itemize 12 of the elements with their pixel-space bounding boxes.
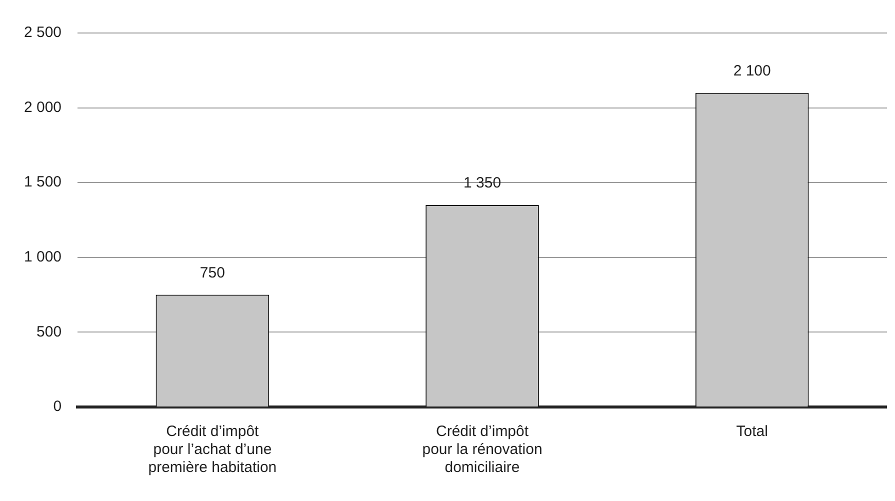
x-tick-label: Total bbox=[736, 423, 768, 440]
y-tick-label: 500 bbox=[36, 323, 62, 340]
y-tick-label: 2 000 bbox=[24, 98, 62, 116]
data-label: 1 350 bbox=[463, 174, 502, 192]
y-tick-label: 2 500 bbox=[24, 24, 62, 42]
x-tick-label: Crédit d’impôt pour la rénovation domiciliaire bbox=[422, 423, 542, 476]
data-label: 2 100 bbox=[733, 62, 771, 80]
y-tick-label: 0 bbox=[53, 398, 62, 416]
x-tick-label: Crédit d’impôt pour l’achat d’une première habitation bbox=[148, 423, 277, 476]
y-tick-label: 1 500 bbox=[24, 174, 62, 191]
y-tick-label: 1 000 bbox=[24, 248, 62, 266]
data-label: 750 bbox=[200, 264, 225, 282]
